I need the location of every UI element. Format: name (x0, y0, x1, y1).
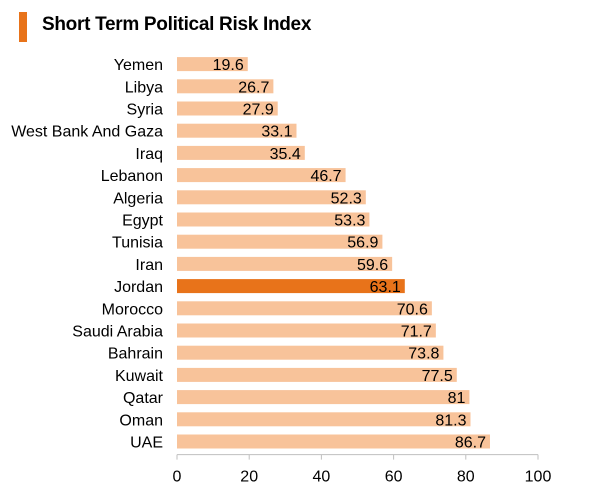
bar (177, 234, 383, 249)
data-label: 53.3 (334, 213, 365, 230)
category-label: Saudi Arabia (72, 324, 163, 341)
bar (177, 256, 393, 271)
category-label: Morocco (102, 301, 163, 318)
category-label: Jordan (114, 279, 163, 296)
category-label: Iran (135, 257, 163, 274)
x-tick-label: 0 (173, 469, 182, 484)
x-tick-label: 100 (525, 469, 552, 484)
category-label: Yemen (114, 57, 163, 74)
category-label: Libya (125, 79, 163, 96)
data-label: 81.3 (435, 412, 466, 429)
data-label: 56.9 (347, 235, 378, 252)
data-label: 81 (448, 390, 466, 407)
category-label: Lebanon (101, 168, 163, 185)
data-label: 33.1 (261, 124, 292, 141)
bar (177, 301, 432, 316)
bar (177, 279, 405, 294)
data-label: 86.7 (455, 435, 486, 452)
x-tick-label: 60 (385, 469, 403, 484)
bar (177, 168, 346, 183)
bar (177, 390, 470, 405)
bar (177, 101, 278, 116)
category-label: Oman (119, 412, 163, 429)
bar (177, 79, 274, 94)
bar (177, 345, 444, 360)
category-label: Algeria (113, 190, 163, 207)
bar (177, 323, 436, 338)
category-label: Tunisia (112, 235, 163, 252)
data-label: 63.1 (370, 279, 401, 296)
data-label: 19.6 (213, 57, 244, 74)
data-label: 26.7 (238, 79, 269, 96)
bar (177, 57, 248, 72)
data-label: 71.7 (401, 324, 432, 341)
bar (177, 190, 366, 205)
category-label: Qatar (123, 390, 164, 407)
x-tick-label: 20 (240, 469, 258, 484)
data-label: 46.7 (310, 168, 341, 185)
data-label: 70.6 (397, 301, 428, 318)
bar (177, 412, 471, 427)
bar (177, 145, 305, 160)
title-accent-bar (19, 12, 27, 42)
data-label: 27.9 (243, 102, 274, 119)
bar (177, 367, 457, 382)
category-label: Syria (127, 102, 164, 119)
x-tick-label: 80 (457, 469, 475, 484)
category-label: Kuwait (115, 368, 164, 385)
data-label: 73.8 (408, 346, 439, 363)
bar (177, 434, 490, 449)
category-label: Bahrain (108, 346, 163, 363)
x-tick-label: 40 (313, 469, 331, 484)
category-label: UAE (130, 435, 163, 452)
bar (177, 212, 370, 227)
category-label: Egypt (122, 213, 163, 230)
category-label: Iraq (135, 146, 163, 163)
category-label: West Bank And Gaza (11, 124, 163, 141)
chart-title: Short Term Political Risk Index (42, 14, 312, 35)
data-label: 35.4 (270, 146, 301, 163)
data-label: 59.6 (357, 257, 388, 274)
data-label: 77.5 (422, 368, 453, 385)
data-label: 52.3 (331, 190, 362, 207)
bar (177, 123, 297, 138)
